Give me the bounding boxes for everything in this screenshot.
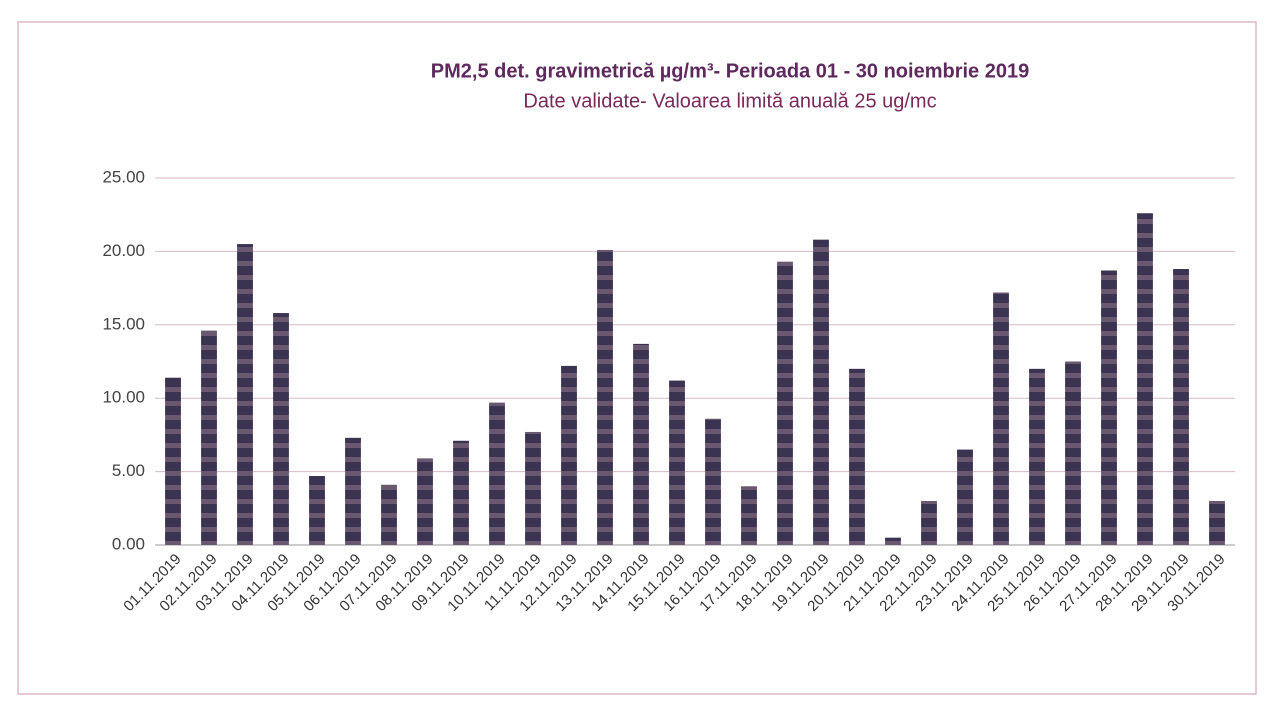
chart-title: PM2,5 det. gravimetrică µg/m³- Perioada … — [431, 60, 1029, 82]
bar — [1029, 368, 1045, 545]
bar — [273, 313, 289, 545]
bar — [669, 380, 685, 545]
bar — [561, 365, 577, 545]
y-tick-label: 25.00 — [102, 167, 145, 186]
chart-subtitle: Date validate- Valoarea limită anuală 25… — [523, 90, 936, 112]
bar — [201, 330, 217, 545]
bar — [957, 449, 973, 545]
bar — [1101, 270, 1117, 545]
bar — [741, 486, 757, 545]
y-tick-label: 5.00 — [112, 461, 145, 480]
bar — [525, 431, 541, 545]
bar — [885, 537, 901, 545]
y-tick-label: 20.00 — [102, 241, 145, 260]
bar — [921, 500, 937, 545]
y-tick-label: 0.00 — [112, 534, 145, 553]
bar — [1065, 361, 1081, 545]
bar — [309, 476, 325, 545]
bar — [777, 261, 793, 545]
bar — [417, 458, 433, 545]
bar — [237, 244, 253, 545]
y-tick-label: 15.00 — [102, 314, 145, 333]
bar — [993, 292, 1009, 545]
bar — [489, 402, 505, 545]
bar — [1209, 500, 1225, 545]
bar — [1173, 269, 1189, 545]
bar — [1137, 213, 1153, 545]
bar — [165, 377, 181, 545]
bar — [633, 343, 649, 545]
bar — [813, 239, 829, 545]
bar — [381, 484, 397, 545]
bar — [705, 418, 721, 545]
bar — [597, 249, 613, 545]
bar — [453, 440, 469, 545]
bar — [849, 368, 865, 545]
bar — [345, 437, 361, 545]
y-tick-label: 10.00 — [102, 388, 145, 407]
